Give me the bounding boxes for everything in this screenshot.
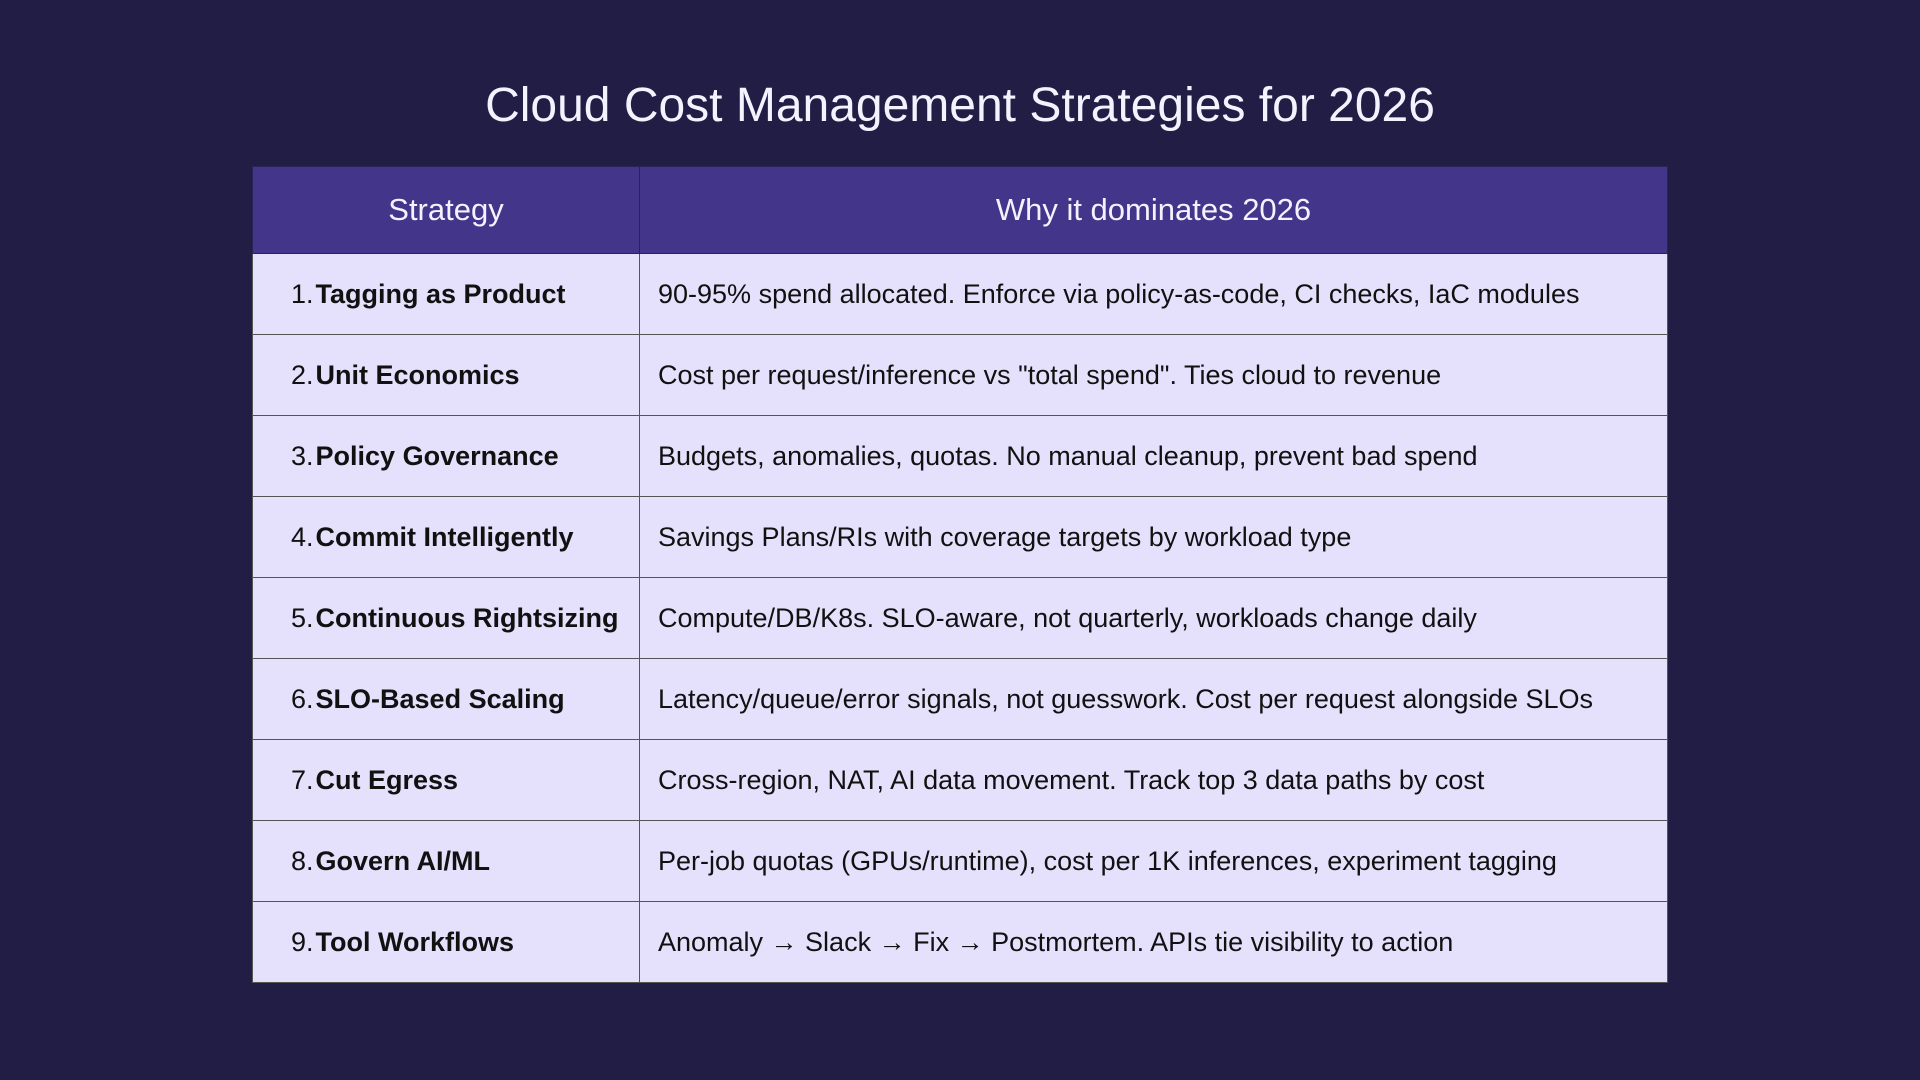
reason-cell: Budgets, anomalies, quotas. No manual cl… <box>639 415 1668 497</box>
table-row: 5.Continuous Rightsizing Compute/DB/K8s. … <box>252 577 1668 659</box>
row-number: 9. <box>291 926 314 957</box>
row-number: 8. <box>291 845 314 876</box>
header-cell: Why it dominates 2026 <box>639 166 1668 254</box>
table-body: 1.Tagging as Product 90-95% spend allocat… <box>252 253 1668 983</box>
strategy-cell: 3.Policy Governance <box>252 415 640 497</box>
strategy-cell: 4.Commit Intelligently <box>252 496 640 578</box>
table-header: Strategy Why it dominates 2026 <box>252 166 1668 254</box>
row-number: 1. <box>291 278 314 309</box>
table-row: 7.Cut Egress Cross-region, NAT, AI data m… <box>252 739 1668 821</box>
row-number: 4. <box>291 521 314 552</box>
strategy-name: Govern AI/ML <box>315 845 491 876</box>
reason-cell: Cost per request/inference vs "total spe… <box>639 334 1668 416</box>
page-title: Cloud Cost Management Strategies for 202… <box>485 79 1435 132</box>
row-number: 3. <box>291 440 314 471</box>
table-row: 8.Govern AI/ML Per-job quotas (GPUs/runti… <box>252 820 1668 902</box>
table-row: 6.SLO-Based Scaling Latency/queue/error s… <box>252 658 1668 740</box>
reason-cell: Cross-region, NAT, AI data movement. Tra… <box>639 739 1668 821</box>
strategy-name: Policy Governance <box>315 440 559 471</box>
header-row: Strategy Why it dominates 2026 <box>252 166 1668 254</box>
header-cell: Strategy <box>252 166 640 254</box>
table-row: 1.Tagging as Product 90-95% spend allocat… <box>252 253 1668 335</box>
strategy-name: Continuous Rightsizing <box>315 602 619 633</box>
table-row: 4.Commit Intelligently Savings Plans/RIs … <box>252 496 1668 578</box>
reason-cell: Savings Plans/RIs with coverage targets … <box>639 496 1668 578</box>
table-row: 2.Unit Economics Cost per request/inferen… <box>252 334 1668 416</box>
strategy-cell: 8.Govern AI/ML <box>252 820 640 902</box>
reason-cell: Anomaly → Slack → Fix → Postmortem. APIs… <box>639 901 1668 983</box>
strategy-cell: 7.Cut Egress <box>252 739 640 821</box>
strategy-name: SLO-Based Scaling <box>315 683 565 714</box>
strategy-cell: 1.Tagging as Product <box>252 253 640 335</box>
strategy-name: Tool Workflows <box>315 926 515 957</box>
strategy-name: Cut Egress <box>315 764 459 795</box>
strategy-name: Tagging as Product <box>315 278 566 309</box>
row-number: 6. <box>291 683 314 714</box>
table-row: 3.Policy Governance Budgets, anomalies, q… <box>252 415 1668 497</box>
reason-cell: Latency/queue/error signals, not guesswo… <box>639 658 1668 740</box>
strategy-cell: 5.Continuous Rightsizing <box>252 577 640 659</box>
reason-cell: Compute/DB/K8s. SLO-aware, not quarterly… <box>639 577 1668 659</box>
strategy-name: Unit Economics <box>315 359 520 390</box>
strategy-cell: 9.Tool Workflows <box>252 901 640 983</box>
reason-cell: 90-95% spend allocated. Enforce via poli… <box>639 253 1668 335</box>
strategy-name: Commit Intelligently <box>315 521 574 552</box>
strategy-cell: 6.SLO-Based Scaling <box>252 658 640 740</box>
reason-cell: Per-job quotas (GPUs/runtime), cost per … <box>639 820 1668 902</box>
row-number: 7. <box>291 764 314 795</box>
row-number: 2. <box>291 359 314 390</box>
table-row: 9.Tool Workflows Anomaly → Slack → Fix → … <box>252 901 1668 983</box>
strategy-table: Strategy Why it dominates 2026 1.Tagging… <box>252 166 1668 983</box>
strategy-cell: 2.Unit Economics <box>252 334 640 416</box>
row-number: 5. <box>291 602 314 633</box>
